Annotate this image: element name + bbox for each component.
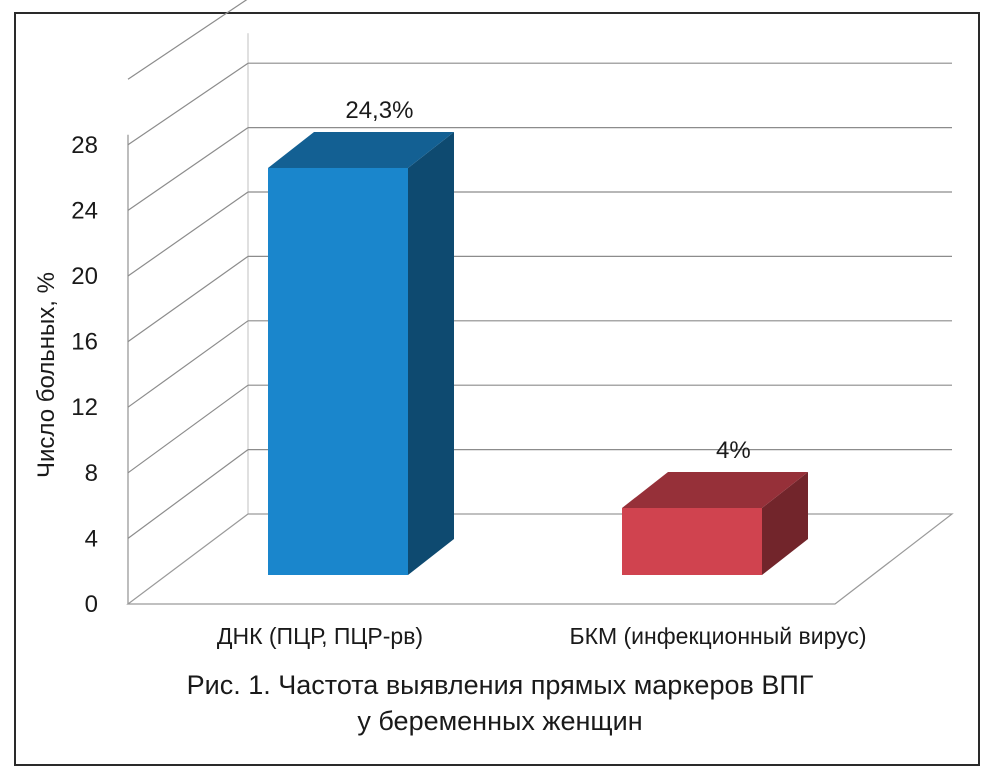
gridline-diagonal: [127, 320, 249, 408]
gridline-diagonal: [127, 62, 249, 146]
gridline-diagonal: [127, 384, 249, 474]
figure-frame: [14, 12, 980, 766]
bar: [622, 472, 808, 575]
figure-caption: Рис. 1. Частота выявления прямых маркеро…: [0, 667, 1000, 739]
y-tick-label: 28: [71, 132, 98, 159]
caption-line-2: у беременных женщин: [357, 706, 643, 736]
gridline-diagonal: [127, 449, 249, 539]
bar-side: [408, 131, 454, 575]
gridline-diagonal: [127, 127, 249, 211]
bars: [268, 131, 808, 575]
bar-front: [268, 167, 408, 575]
bar: [268, 131, 454, 575]
category-labels: ДНК (ПЦР, ПЦР-рв) БКМ (инфекционный вирус…: [217, 623, 867, 649]
gridlines: [127, 0, 952, 539]
category-label: ДНК (ПЦР, ПЦР-рв): [217, 623, 423, 649]
chart-walls: [126, 33, 954, 605]
data-label: 24,3%: [345, 97, 413, 124]
gridline-diagonal: [127, 191, 249, 277]
category-label: БКМ (инфекционный вирус): [569, 623, 866, 649]
y-tick-label: 8: [85, 460, 98, 487]
gridline-diagonal: [127, 255, 249, 343]
y-tick-label: 4: [85, 525, 98, 552]
y-tick-label: 24: [71, 197, 98, 224]
y-axis-label: Число больных, %: [33, 272, 60, 478]
bar-top: [268, 131, 454, 168]
chart-floor: [126, 513, 954, 605]
caption-line-1: Рис. 1. Частота выявления прямых маркеро…: [186, 670, 814, 700]
bar-top: [622, 472, 808, 508]
data-labels: 24,3% 4%: [345, 97, 750, 464]
y-tick-label: 12: [71, 394, 98, 421]
bar-side: [762, 472, 808, 575]
y-tick-label: 0: [85, 591, 98, 618]
y-tick-label: 16: [71, 329, 98, 356]
y-tick-labels: 0 4 8 12 16 20 24 28: [71, 132, 98, 618]
gridline-diagonal: [127, 0, 248, 80]
bar-front: [622, 508, 762, 575]
y-tick-label: 20: [71, 263, 98, 290]
data-label: 4%: [716, 437, 751, 464]
